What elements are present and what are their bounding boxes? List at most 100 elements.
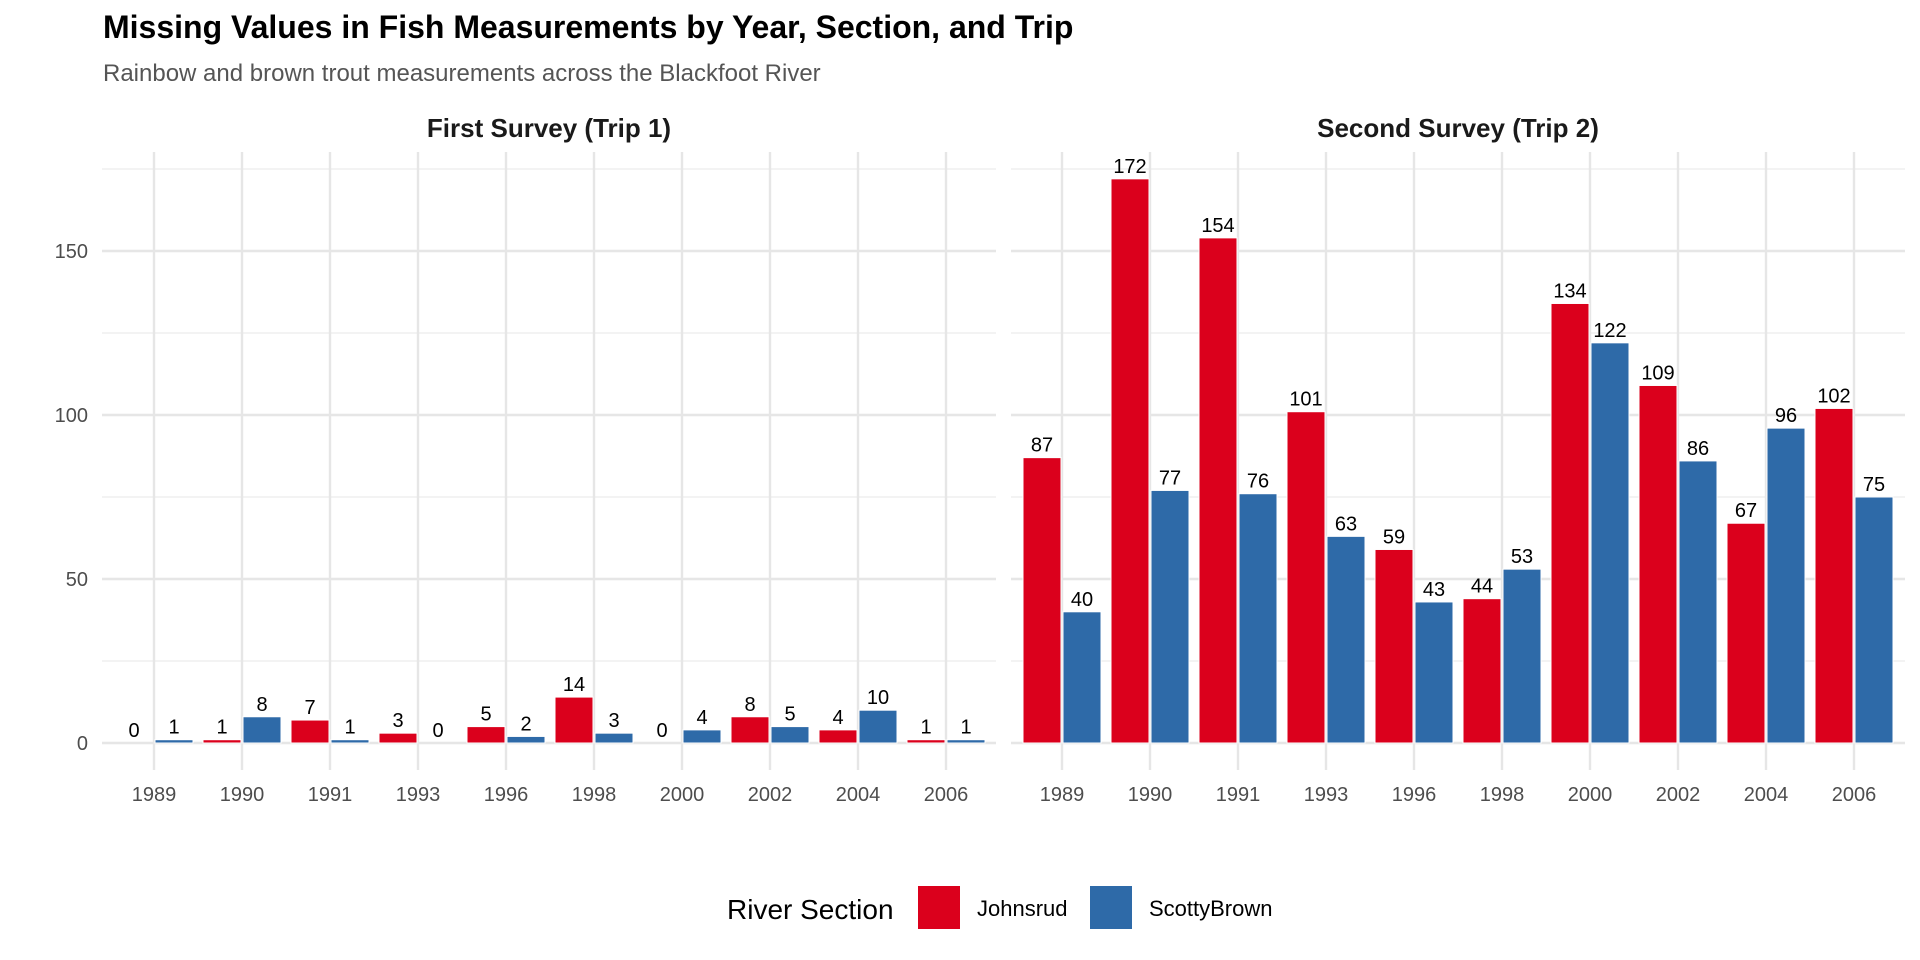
x-tick-label: 2002 <box>748 784 793 806</box>
data-label: 0 <box>128 720 139 742</box>
data-label: 8 <box>256 694 267 716</box>
data-label: 0 <box>656 720 667 742</box>
data-label: 1 <box>344 717 355 739</box>
bar-scottybrown-1996 <box>506 735 546 744</box>
data-label: 1 <box>960 717 971 739</box>
bar-johnsrud-2004 <box>818 729 858 744</box>
data-label: 10 <box>867 687 889 709</box>
bar-scottybrown-1991 <box>1238 493 1278 744</box>
x-tick-label: 1989 <box>132 784 177 806</box>
x-tick-label: 2000 <box>660 784 705 806</box>
y-tick-label: 50 <box>66 569 88 591</box>
bar-johnsrud-2002 <box>730 716 770 744</box>
data-label: 1 <box>920 717 931 739</box>
bar-johnsrud-2006 <box>906 739 946 744</box>
bar-johnsrud-1991 <box>1198 237 1238 744</box>
y-tick-label: 100 <box>55 405 88 427</box>
legend-title: River Section <box>727 894 894 925</box>
data-label: 122 <box>1593 320 1626 342</box>
panel-title: First Survey (Trip 1) <box>427 113 671 143</box>
data-label: 1 <box>168 717 179 739</box>
bar-scottybrown-2002 <box>770 726 810 744</box>
bar-scottybrown-2002 <box>1678 460 1718 744</box>
x-tick-label: 1993 <box>1304 784 1349 806</box>
x-tick-label: 1998 <box>572 784 617 806</box>
y-tick-label: 0 <box>77 733 88 755</box>
data-label: 4 <box>832 707 843 729</box>
data-label: 154 <box>1201 215 1234 237</box>
bars: 87 172 154 101 59 44 134 109 67 102 40 77 76 63 43 53 12… <box>1022 156 1894 744</box>
bar-johnsrud-1993 <box>378 732 418 744</box>
x-tick-label: 1998 <box>1480 784 1525 806</box>
data-label: 8 <box>744 694 755 716</box>
bar-scottybrown-2006 <box>946 739 986 744</box>
data-label: 76 <box>1247 471 1269 493</box>
data-label: 59 <box>1383 526 1405 548</box>
x-tick-label: 2006 <box>924 784 969 806</box>
bar-johnsrud-1996 <box>1374 548 1414 744</box>
data-label: 77 <box>1159 467 1181 489</box>
bar-scottybrown-1991 <box>330 739 370 744</box>
bar-scottybrown-1989 <box>1062 611 1102 744</box>
data-label: 0 <box>432 720 443 742</box>
panel-title: Second Survey (Trip 2) <box>1317 113 1599 143</box>
bar-scottybrown-1998 <box>594 732 634 744</box>
bar-johnsrud-1996 <box>466 726 506 744</box>
data-label: 67 <box>1735 500 1757 522</box>
bar-scottybrown-2004 <box>1766 427 1806 744</box>
data-label: 53 <box>1511 546 1533 568</box>
data-label: 109 <box>1641 362 1674 384</box>
bar-scottybrown-2004 <box>858 709 898 744</box>
x-tick-label: 2004 <box>1744 784 1789 806</box>
data-label: 96 <box>1775 405 1797 427</box>
bar-johnsrud-1991 <box>290 719 330 744</box>
x-tick-label: 2004 <box>836 784 881 806</box>
data-label: 172 <box>1113 156 1146 178</box>
data-label: 134 <box>1553 280 1586 302</box>
data-label: 86 <box>1687 438 1709 460</box>
bar-scottybrown-2006 <box>1854 496 1894 744</box>
bar-scottybrown-2000 <box>682 729 722 744</box>
y-axis: 0 50 100 150 <box>55 241 88 755</box>
bar-johnsrud-2006 <box>1814 407 1854 744</box>
legend-swatch-scottybrown <box>1090 886 1132 929</box>
data-label: 2 <box>520 713 531 735</box>
data-label: 5 <box>784 704 795 726</box>
bar-johnsrud-2000 <box>1550 302 1590 744</box>
bar-scottybrown-1993 <box>1326 535 1366 744</box>
x-tick-label: 1996 <box>1392 784 1437 806</box>
chart-subtitle: Rainbow and brown trout measurements acr… <box>103 60 821 87</box>
data-label: 3 <box>608 710 619 732</box>
legend: River Section Johnsrud ScottyBrown <box>727 886 1273 929</box>
bar-scottybrown-1989 <box>154 739 194 744</box>
data-label: 1 <box>216 717 227 739</box>
data-label: 40 <box>1071 589 1093 611</box>
data-label: 87 <box>1031 435 1053 457</box>
x-tick-label: 2002 <box>1656 784 1701 806</box>
bar-johnsrud-1998 <box>554 696 594 744</box>
x-tick-label: 1996 <box>484 784 529 806</box>
legend-label-scottybrown: ScottyBrown <box>1149 896 1273 921</box>
x-tick-label: 1991 <box>308 784 353 806</box>
bar-johnsrud-2004 <box>1726 522 1766 744</box>
data-label: 63 <box>1335 513 1357 535</box>
bar-johnsrud-1990 <box>202 739 242 744</box>
data-label: 3 <box>392 710 403 732</box>
data-label: 4 <box>696 707 707 729</box>
bar-scottybrown-1990 <box>1150 489 1190 744</box>
data-label: 43 <box>1423 579 1445 601</box>
bar-johnsrud-1990 <box>1110 178 1150 744</box>
bar-johnsrud-2002 <box>1638 384 1678 744</box>
bar-scottybrown-1998 <box>1502 568 1542 744</box>
bar-johnsrud-1993 <box>1286 411 1326 744</box>
gridlines <box>102 152 996 770</box>
data-label: 14 <box>563 674 585 696</box>
legend-label-johnsrud: Johnsrud <box>977 896 1068 921</box>
bar-scottybrown-1990 <box>242 716 282 744</box>
bar-scottybrown-1996 <box>1414 601 1454 744</box>
bar-johnsrud-1998 <box>1462 598 1502 744</box>
chart-title: Missing Values in Fish Measurements by Y… <box>103 9 1073 45</box>
